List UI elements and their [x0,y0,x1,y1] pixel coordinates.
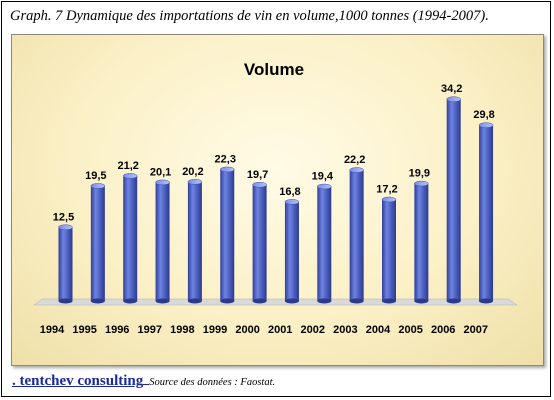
x-tick-2000: 2000 [235,324,259,336]
x-tick-2006: 2006 [431,324,455,336]
bar-top-2003 [349,167,364,173]
bar-1994 [58,227,73,301]
x-tick-1998: 1998 [170,324,194,336]
bar-top-2001 [284,199,300,205]
x-tick-1999: 1999 [203,324,227,336]
value-label-1995: 19,5 [85,170,106,182]
bar-1999 [220,169,235,301]
bar-chart: Volume 12,519,521,220,1 20,222,319,716,81… [33,60,518,336]
brand-underline [143,384,150,385]
bar-top-1994 [58,224,73,230]
bar-2007 [479,125,494,302]
brand-link[interactable]: . tentchev consulting [12,373,144,389]
bar-base-2004 [382,298,396,304]
x-tick-2005: 2005 [398,324,422,336]
bar-top-1998 [187,179,203,185]
x-tick-2002: 2002 [301,324,325,336]
bar-2001 [284,201,299,301]
chart-title: Volume [244,60,304,79]
value-label-1994: 12,5 [53,211,74,223]
bar-base-2003 [349,298,364,304]
bar-base-2002 [317,298,332,304]
bar-base-1999 [220,298,235,304]
bar-2005 [414,183,429,301]
chart-panel: Volume 12,5 19,5 21,2 20,1 20,2 22,3 19,7 16,8 1… [11,34,544,366]
footer: . tentchev consulting Source des données … [12,372,275,390]
bar-top-1997 [155,179,170,186]
x-tick-2001: 2001 [268,324,292,336]
value-label-2006: 34,2 [441,83,462,95]
bar-top-1999 [220,166,235,173]
bar-base-1997 [155,298,170,304]
x-tick-2003: 2003 [333,324,357,336]
source-note: Source des données : Faostat. [149,377,276,388]
x-tick-2004: 2004 [366,324,391,336]
bar-top-2006 [446,96,461,102]
bar-base-1994 [58,298,73,304]
bar-base-1998 [187,298,202,304]
bar-1997 [155,182,170,301]
value-label-2002: 19,4 [312,171,334,183]
x-tick-2007: 2007 [464,324,488,336]
x-tick-1995: 1995 [72,324,96,336]
bar-top-2007 [478,122,494,128]
value-label-1999: 22,3 [215,153,236,165]
value-label-1997: 20,1 [150,166,171,178]
value-label-2000: 19,7 [247,169,268,181]
bar-top-2000 [252,182,267,188]
bar-1996 [123,175,138,301]
bar-top-1996 [122,173,138,179]
value-label-2003: 22,2 [344,154,365,166]
chart-floor [33,298,518,306]
value-label-1996: 21,2 [117,160,138,172]
bar-top-2005 [414,180,429,187]
value-label-2005: 19,9 [409,168,430,180]
figure-caption: Graph. 7 Dynamique des importations de v… [10,8,489,24]
bar-top-2002 [317,183,332,190]
bar-2003 [349,170,364,301]
x-tick-1996: 1996 [105,324,129,336]
bar-base-2001 [284,298,299,304]
bar-base-2006 [446,298,461,304]
value-label-2001: 16,8 [279,186,300,198]
bar-base-1995 [90,298,105,304]
x-tick-1997: 1997 [138,324,162,336]
bars-group [58,96,494,304]
value-labels-group: 12,5 19,5 21,2 20,1 20,2 22,3 19,7 16,8 19,4 22,2… [53,83,495,223]
bar-base-1996 [123,298,138,304]
value-label-1998: 20,2 [182,166,203,178]
value-label-2007: 29,8 [473,109,494,121]
bar-base-2000 [252,298,267,304]
bar-base-2007 [479,298,494,304]
x-tick-labels-group: 1994 1995 1996 1997 1998 1999 2000 2001 2002 2003… [40,324,488,336]
value-label-2004: 17,2 [376,184,397,196]
bar-2004 [382,199,396,301]
bar-base-2005 [414,298,429,304]
bar-top-1995 [90,183,106,189]
bar-1998 [187,181,202,301]
bar-1995 [90,185,105,301]
bar-top-2004 [381,196,397,203]
x-tick-1994: 1994 [40,324,65,336]
bar-2006 [446,99,461,301]
bar-2002 [317,186,332,301]
bar-2000 [252,184,267,301]
